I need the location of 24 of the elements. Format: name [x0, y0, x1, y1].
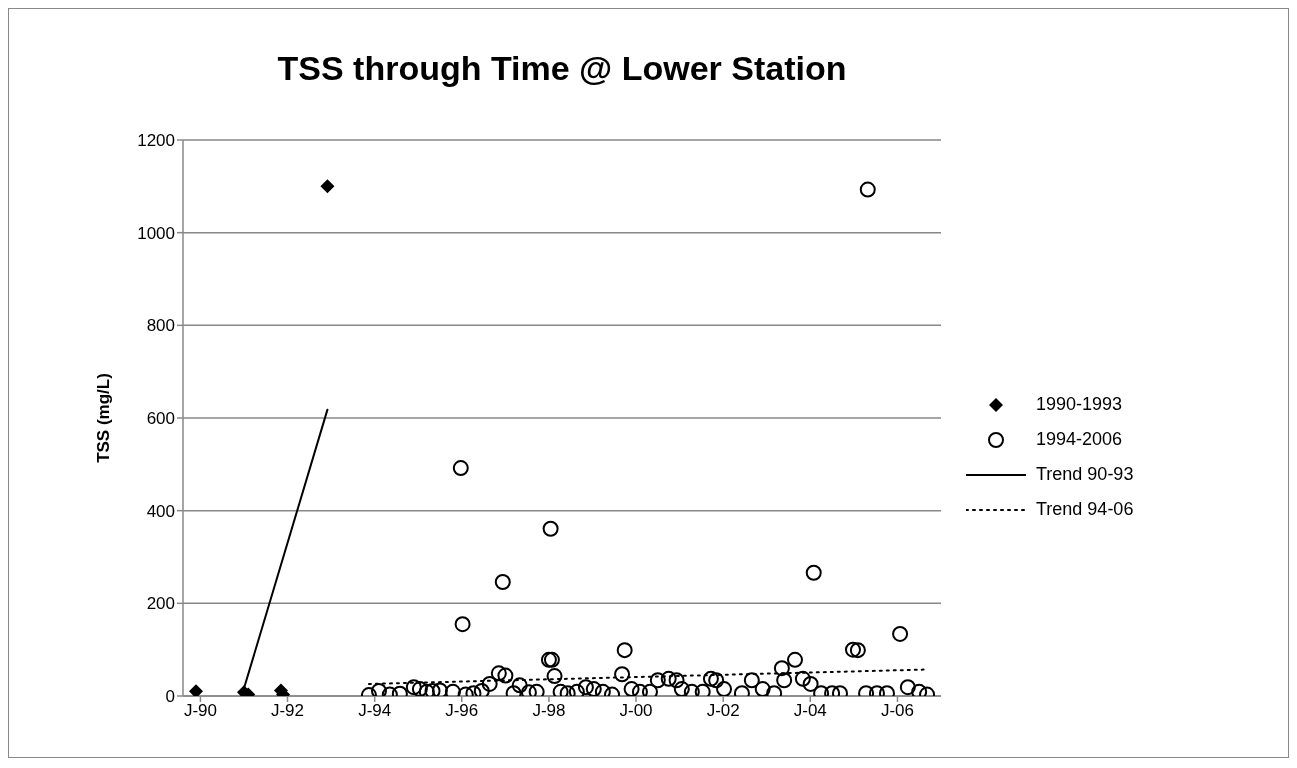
- x-tick-label: J-94: [358, 701, 392, 721]
- y-tick-label: 600: [146, 409, 175, 429]
- x-tick-label: J-00: [619, 701, 653, 721]
- point: [189, 684, 203, 696]
- x-tick-label: J-06: [880, 701, 914, 721]
- y-tick-label: 200: [146, 594, 175, 614]
- x-tick-label: J-02: [706, 701, 740, 721]
- x-tick-label: J-90: [183, 701, 217, 721]
- legend-label: Trend 94-06: [1036, 499, 1134, 520]
- chart-title: TSS through Time @ Lower Station: [276, 49, 848, 88]
- y-tick-label: 800: [146, 316, 175, 336]
- y-tick-label: 400: [146, 501, 175, 521]
- legend-label: 1994-2006: [1036, 429, 1123, 450]
- x-tick-label: J-98: [532, 701, 566, 721]
- y-tick-label: 0: [165, 687, 175, 707]
- x-tick-label: J-96: [445, 701, 479, 721]
- point: [320, 179, 335, 194]
- x-tick-label: J-04: [793, 701, 827, 721]
- legend-label: 1990-1993: [1036, 394, 1123, 415]
- y-axis-title: TSS (mg/L): [94, 373, 114, 463]
- y-tick-label: 1000: [137, 223, 175, 243]
- legend-label: Trend 90-93: [1036, 464, 1134, 485]
- y-tick-label: 1200: [137, 131, 175, 151]
- x-tick-label: J-92: [270, 701, 305, 721]
